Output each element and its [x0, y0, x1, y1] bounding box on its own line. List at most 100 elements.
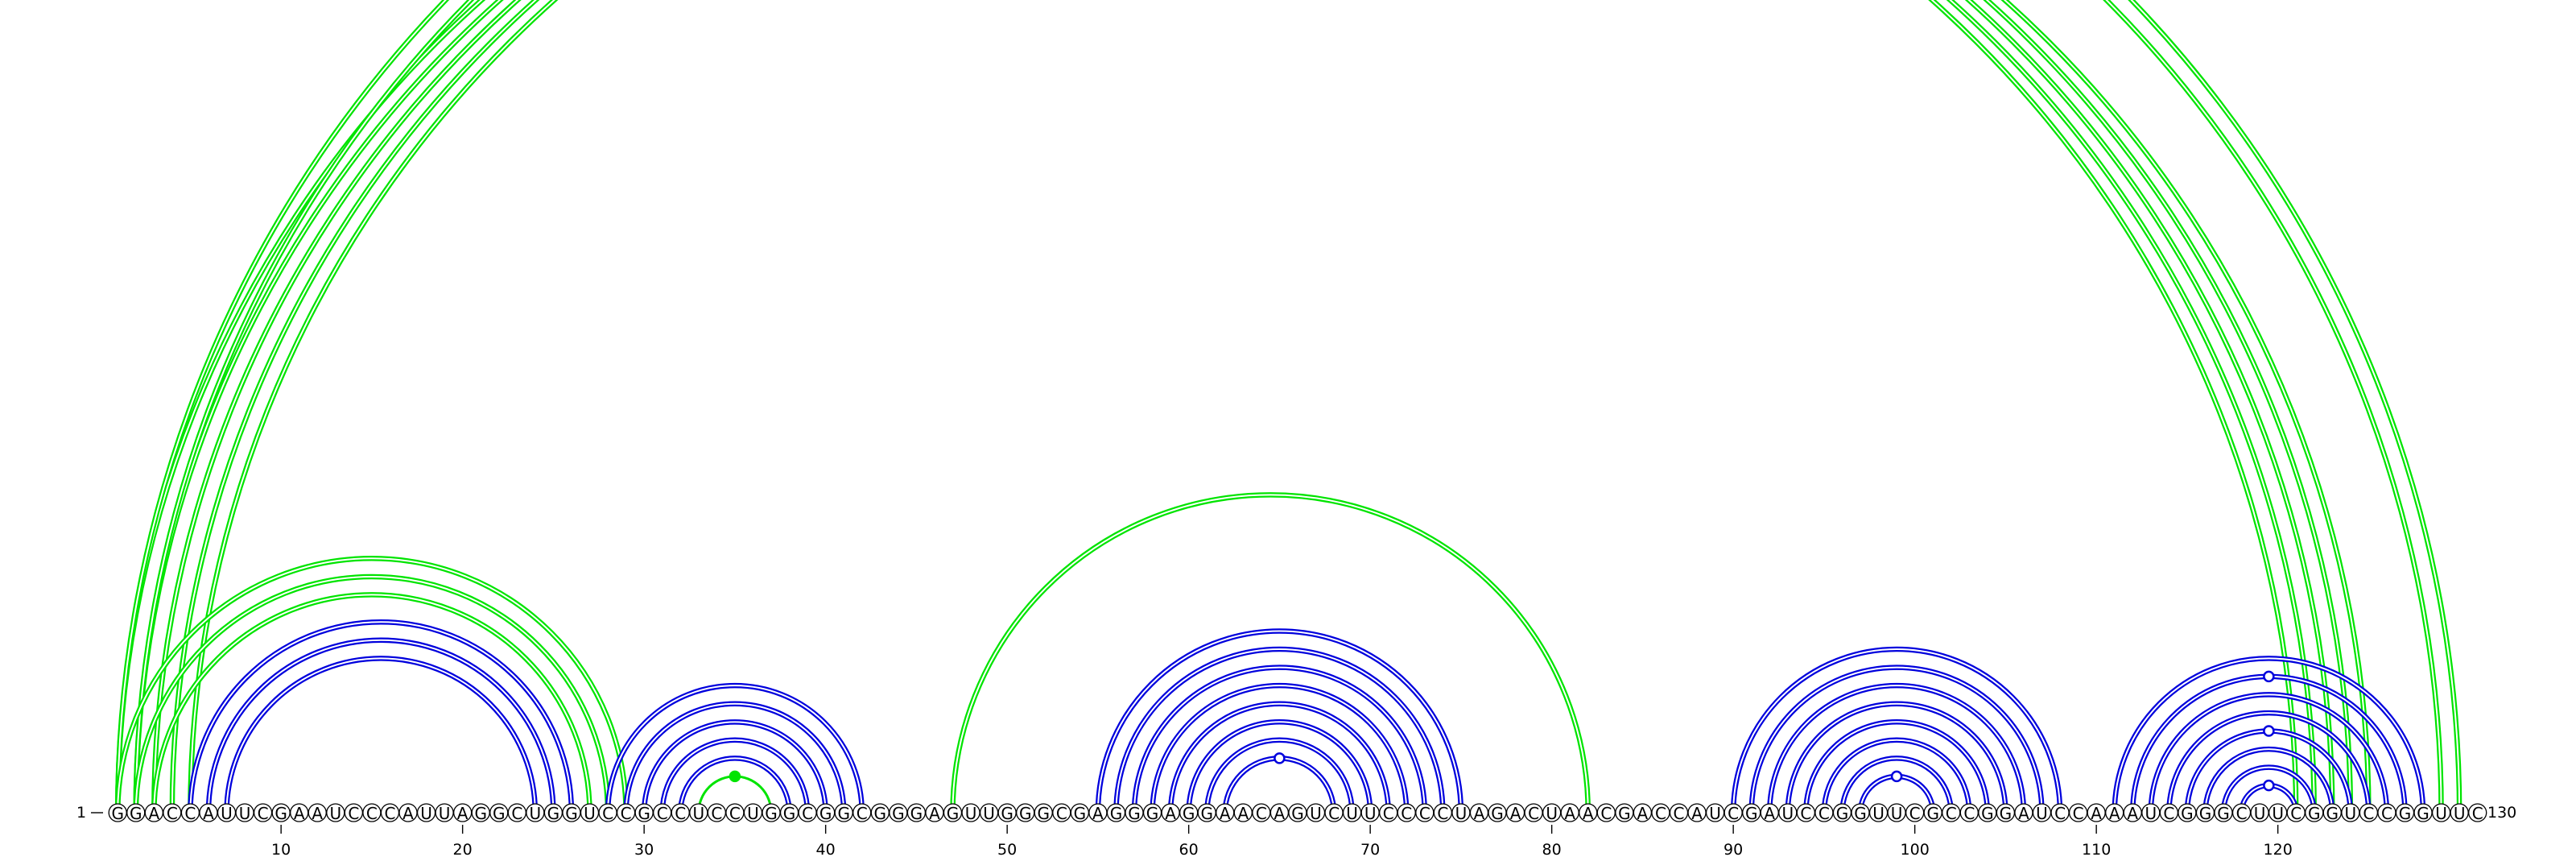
nucleotide: A — [925, 803, 944, 823]
nucleotide: C — [253, 803, 273, 823]
nucleotide: U — [961, 803, 980, 823]
arc-gap — [225, 657, 536, 814]
nucleotide: U — [235, 803, 254, 823]
nucleotide: C — [1724, 803, 1743, 823]
position-ruler: 10 20 30 40 50 60 70 80 90 100 110 120 — [271, 825, 2293, 857]
nucleotide: C — [671, 803, 690, 823]
nucleotide-letter: G — [2199, 804, 2212, 823]
arc-gap — [171, 0, 2351, 814]
nucleotide-letter: U — [965, 804, 977, 823]
nucleotide-letter: U — [1455, 804, 1468, 823]
nucleotide-letter: U — [1546, 804, 1558, 823]
arc-gap — [1187, 721, 1372, 814]
tick-label: 10 — [271, 841, 291, 857]
arc-outer — [641, 719, 828, 814]
nucleotide-letter: U — [530, 804, 542, 823]
nucleotide: G — [1288, 803, 1307, 823]
arc-outer — [1186, 719, 1373, 814]
tick-label: 120 — [2264, 841, 2293, 857]
nucleotide-letter: G — [2181, 804, 2194, 823]
nucleotide-letter: G — [638, 804, 650, 823]
arc-outer — [169, 0, 2354, 814]
nucleotide: C — [1796, 803, 1816, 823]
nucleotide-letter: G — [910, 804, 923, 823]
nucleotide: U — [1887, 803, 1906, 823]
nucleotide: C — [653, 803, 672, 823]
nucleotide-letter: A — [203, 804, 214, 823]
nucleotide: G — [1034, 803, 1053, 823]
nucleotide-letter: G — [1128, 804, 1141, 823]
nucleotide-letter: C — [384, 804, 395, 823]
arc-gap — [1115, 648, 1444, 814]
nucleotide: G — [834, 803, 853, 823]
nucleotide: C — [725, 803, 745, 823]
nucleotide: A — [1088, 803, 1108, 823]
nucleotide: U — [2450, 803, 2469, 823]
nucleotide-letter: G — [1836, 804, 1849, 823]
nucleotide-letter: U — [1346, 804, 1358, 823]
nucleotide-letter: C — [1328, 804, 1340, 823]
nucleotide: G — [1179, 803, 1199, 823]
nucleotide-letter: C — [1818, 804, 1830, 823]
nucleotide-letter: C — [1909, 804, 1921, 823]
arc-outer — [1730, 646, 2063, 814]
nucleotide-letter: C — [1655, 804, 1666, 823]
nucleotide: A — [1216, 803, 1235, 823]
nucleotide-letter: C — [2054, 804, 2066, 823]
tick-label: 50 — [997, 841, 1017, 857]
nucleotide-letter: C — [1056, 804, 1067, 823]
tick-label: 20 — [453, 841, 473, 857]
nucleotide-letter: G — [1854, 804, 1867, 823]
nucleotide-letter: A — [1764, 804, 1775, 823]
nucleotide: C — [362, 803, 382, 823]
nucleotide-letter: A — [1564, 804, 1575, 823]
nucleotide-letter: G — [1981, 804, 1994, 823]
nucleotide: C — [2159, 803, 2179, 823]
nucleotide-letter: U — [439, 804, 451, 823]
nucleotide: G — [2322, 803, 2342, 823]
nucleotide: U — [326, 803, 345, 823]
nucleotide-letter: G — [819, 804, 832, 823]
nucleotide-letter: C — [2290, 804, 2301, 823]
nucleotide-letter: G — [565, 804, 578, 823]
nucleotide-letter: C — [2472, 804, 2483, 823]
nucleotide-letter: A — [2109, 804, 2120, 823]
nucleotide-letter: G — [1146, 804, 1159, 823]
tick-label: 80 — [1542, 841, 1562, 857]
arc-gap — [661, 739, 809, 814]
nucleotide: A — [1579, 803, 1598, 823]
nucleotide: U — [416, 803, 436, 823]
arc-gap — [2149, 693, 2388, 814]
nucleotide: A — [1469, 803, 1489, 823]
nucleotide-letter: U — [983, 804, 995, 823]
pair-marker — [1274, 752, 1286, 764]
nucleotide-letter: A — [2091, 804, 2102, 823]
nucleotide-letter: U — [329, 804, 341, 823]
nucleotide: C — [1252, 803, 1271, 823]
arc-gap — [1805, 721, 1988, 814]
nucleotide-letter: G — [130, 804, 142, 823]
nucleotide: C — [1669, 803, 1689, 823]
pair-marker — [2263, 725, 2275, 737]
arc-outer — [950, 492, 1591, 814]
nucleotide-letter: C — [2363, 804, 2374, 823]
nucleotide-letter: A — [929, 804, 940, 823]
nucleotide: A — [1633, 803, 1653, 823]
nucleotide: G — [870, 803, 890, 823]
nucleotide: C — [598, 803, 617, 823]
nucleotide: C — [707, 803, 726, 823]
nucleotide-letter: C — [1600, 804, 1612, 823]
nucleotide-letter: G — [275, 804, 287, 823]
nucleotide: G — [1016, 803, 1035, 823]
tick-label: 40 — [816, 841, 836, 857]
nucleotide: G — [2395, 803, 2415, 823]
nucleotide: C — [2050, 803, 2070, 823]
nucleotide: G — [1197, 803, 1216, 823]
nucleotide-letter: G — [2217, 804, 2230, 823]
nucleotide: U — [1542, 803, 1562, 823]
nucleotide: A — [1269, 803, 1290, 823]
arc-gap — [1151, 685, 1408, 814]
nucleotide: G — [2195, 803, 2215, 823]
tick-label: 70 — [1360, 841, 1380, 857]
nucleotide: G — [489, 803, 509, 823]
